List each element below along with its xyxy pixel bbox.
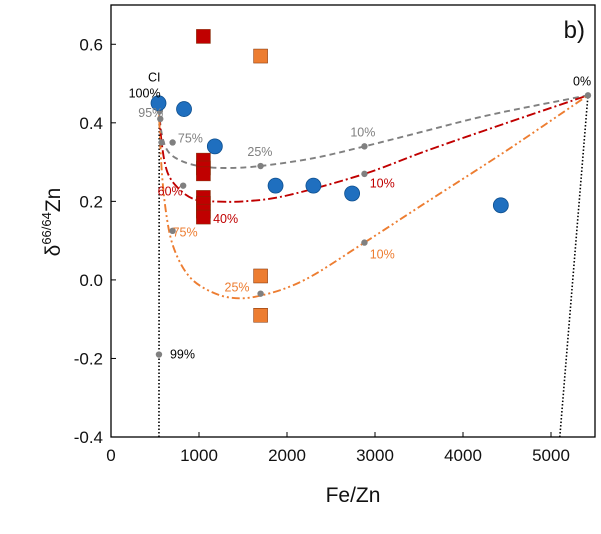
x-tick-label: 0 bbox=[106, 446, 115, 465]
blue-circle-point bbox=[305, 177, 322, 194]
blue-circle-point bbox=[492, 197, 509, 214]
x-tick-label: 3000 bbox=[356, 446, 394, 465]
y-tick-label: 0.4 bbox=[79, 114, 103, 133]
mixing-curve bbox=[157, 94, 589, 169]
annotation-label: 100% bbox=[129, 86, 161, 100]
orange-square-point bbox=[253, 308, 268, 323]
panel-label: b) bbox=[564, 17, 585, 44]
red-square-point bbox=[196, 209, 211, 225]
y-axis-title-tail: Zn bbox=[42, 188, 65, 213]
annotation-label: 60% bbox=[158, 184, 183, 198]
gray-point bbox=[169, 139, 176, 146]
y-tick-label: 0.2 bbox=[79, 192, 103, 211]
x-axis-title: Fe/Zn bbox=[326, 484, 381, 507]
blue-circle-point bbox=[206, 138, 223, 155]
plot-frame bbox=[110, 4, 596, 438]
annotation-label: CI bbox=[148, 71, 161, 85]
red-square-point bbox=[196, 29, 211, 44]
y-axis-title-sup: 66/64 bbox=[39, 212, 54, 245]
gray-point bbox=[257, 290, 264, 297]
gray-point bbox=[157, 115, 164, 123]
gray-point bbox=[257, 162, 264, 170]
y-axis-title-main: δ bbox=[42, 245, 65, 257]
gray-point bbox=[169, 227, 176, 235]
y-axis-title: δ66/64Zn bbox=[39, 188, 65, 257]
blue-circle-point bbox=[176, 101, 192, 117]
annotation-label: 10% bbox=[370, 177, 395, 191]
y-tick-label: 0.6 bbox=[79, 35, 103, 54]
y-tick-label: -0.4 bbox=[74, 428, 103, 447]
annotation-label: 75% bbox=[173, 226, 198, 240]
gray-point bbox=[584, 92, 592, 99]
blue-circle-point bbox=[344, 185, 361, 202]
gray-point bbox=[158, 139, 165, 146]
mixing-curve bbox=[157, 94, 589, 300]
red-square-point bbox=[196, 166, 211, 182]
mixing-curve bbox=[157, 94, 589, 203]
gray-point bbox=[155, 351, 163, 358]
annotation-label: 25% bbox=[247, 145, 272, 159]
orange-square-point bbox=[253, 268, 268, 284]
x-tick-label: 1000 bbox=[180, 446, 218, 465]
blue-circle-point bbox=[150, 95, 167, 112]
gray-point bbox=[179, 182, 187, 189]
blue-circle-point bbox=[267, 177, 284, 194]
x-tick-label: 2000 bbox=[268, 446, 306, 465]
x-tick-label: 5000 bbox=[532, 446, 570, 465]
axis-ticks: 0 1000 2000 3000 4000 5000 0.6 0.4 0.2 0.0 -0.2 -0.… bbox=[74, 35, 570, 465]
orange-square-point bbox=[253, 48, 268, 64]
annotation-label: 75% bbox=[178, 131, 203, 145]
gray-point bbox=[361, 143, 368, 150]
annotation-label: 95% bbox=[138, 106, 163, 120]
annotation-label: 99% bbox=[170, 347, 195, 361]
y-tick-label: 0.0 bbox=[79, 271, 103, 290]
annotation-label: 40% bbox=[213, 212, 238, 226]
mixing-curves bbox=[157, 94, 589, 438]
annotation-label: 0% bbox=[573, 75, 591, 89]
gray-point bbox=[361, 239, 368, 246]
data-points bbox=[150, 29, 592, 358]
annotation-label: 10% bbox=[350, 126, 375, 140]
gray-point bbox=[361, 170, 368, 178]
annotation-label: 10% bbox=[370, 247, 395, 261]
boundary-line bbox=[559, 95, 589, 438]
y-tick-label: -0.2 bbox=[74, 349, 103, 368]
x-tick-label: 4000 bbox=[444, 446, 482, 465]
annotation-label: 25% bbox=[225, 281, 250, 295]
